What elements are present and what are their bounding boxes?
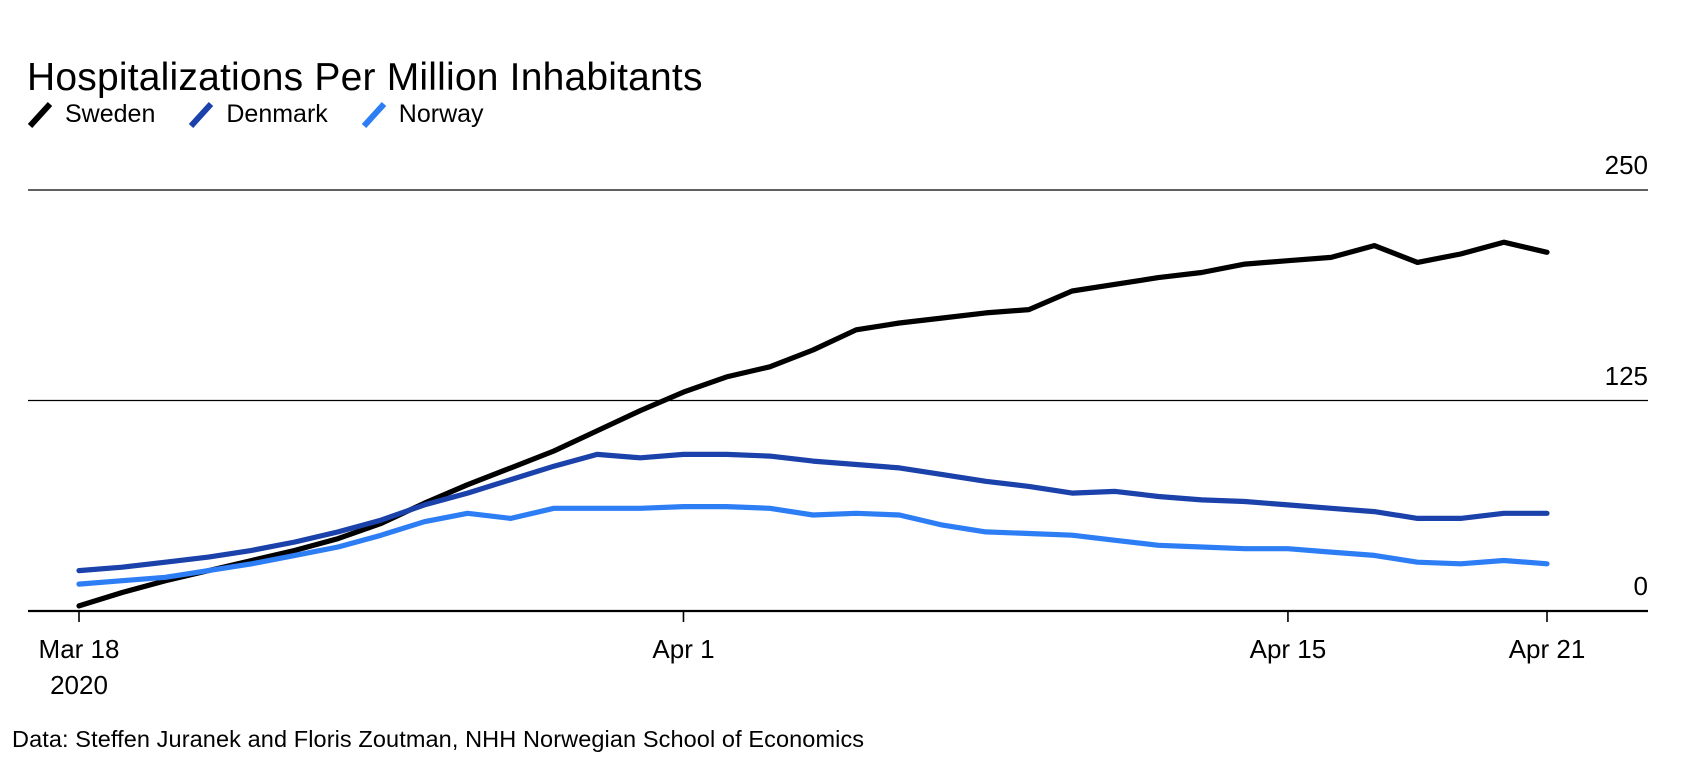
y-axis-label-0: 0 <box>1633 571 1648 601</box>
x-axis-label-year: 2020 <box>50 670 108 700</box>
source-caption: Data: Steffen Juranek and Floris Zoutman… <box>12 726 865 752</box>
legend-label-norway: Norway <box>398 100 484 128</box>
x-axis-label-apr-1: Apr 1 <box>603 631 763 667</box>
x-axis-label-apr-15-text: Apr 15 <box>1249 634 1327 664</box>
norway-line-swatch-icon <box>361 101 387 128</box>
x-axis-label-apr-21: Apr 21 <box>1467 631 1627 667</box>
legend-label-denmark: Denmark <box>226 100 328 128</box>
series-line-sweden <box>76 239 1550 609</box>
chart-title: Hospitalizations Per Million Inhabitants <box>27 56 703 100</box>
y-axis-label-125: 125 <box>1604 360 1648 391</box>
x-axis-label-mar-18-text: Mar 18 <box>38 634 120 664</box>
series-line-norway <box>76 504 1550 587</box>
legend-item-denmark: Denmark <box>189 100 328 129</box>
legend-item-sweden: Sweden <box>28 100 155 129</box>
sweden-line-swatch-icon <box>28 101 53 128</box>
legend-label-sweden: Sweden <box>65 100 156 128</box>
x-axis-label-apr-15: Apr 15 <box>1208 631 1368 667</box>
x-axis-label-mar-18: Mar 18 2020 <box>0 631 159 703</box>
x-axis-label-apr-1-text: Apr 1 <box>652 634 715 664</box>
x-axis-label-apr-21-text: Apr 21 <box>1508 634 1586 664</box>
legend: Sweden Denmark Norway <box>28 100 484 129</box>
y-axis-label-250: 250 <box>1604 150 1648 180</box>
denmark-line-swatch-icon <box>189 101 214 128</box>
series-line-denmark <box>76 451 1550 574</box>
legend-item-norway: Norway <box>361 100 484 129</box>
